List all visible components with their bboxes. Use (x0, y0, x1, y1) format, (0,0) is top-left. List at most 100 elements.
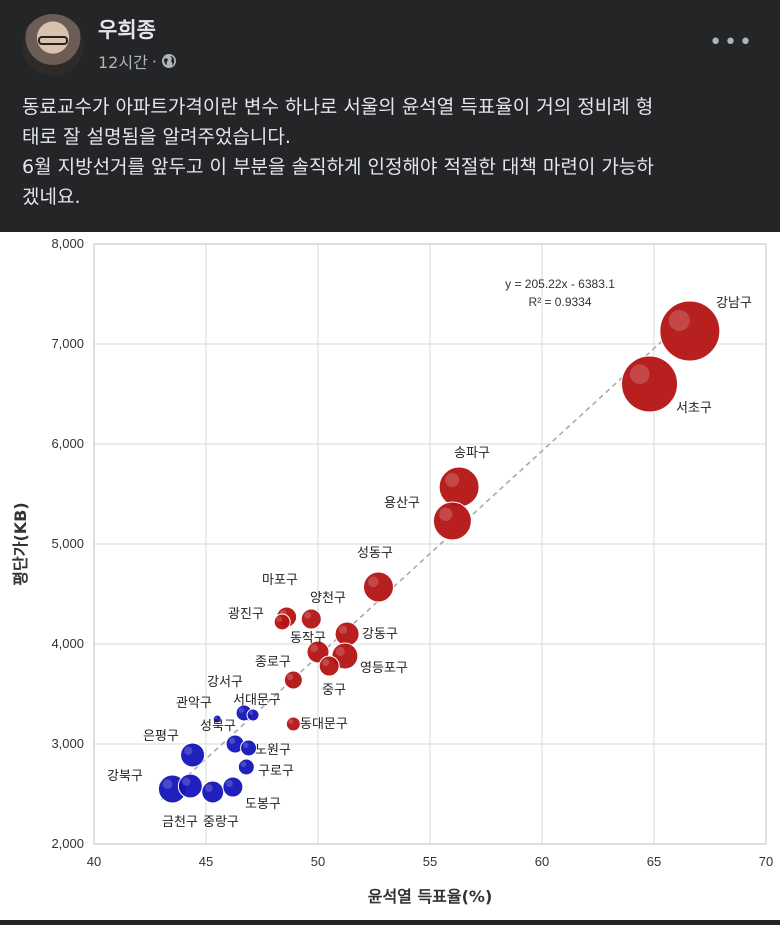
post-time[interactable]: 12시간 (98, 53, 148, 72)
data-point-관악구 (212, 714, 222, 724)
data-point-종로구 (283, 670, 303, 690)
data-point-highlight (322, 659, 330, 666)
x-tick-label: 40 (87, 854, 101, 869)
data-label-서대문구: 서대문구 (233, 693, 281, 708)
data-point-구로구 (237, 758, 255, 776)
data-point-highlight (288, 719, 294, 724)
x-tick-label: 70 (759, 854, 773, 869)
data-label-양천구: 양천구 (310, 591, 346, 606)
data-point-강동구 (334, 621, 360, 647)
y-tick-label: 3,000 (51, 736, 84, 751)
data-label-성북구: 성북구 (200, 719, 236, 734)
data-point-highlight (238, 707, 245, 713)
y-tick-label: 4,000 (51, 636, 84, 651)
data-point-노원구 (240, 739, 258, 757)
data-point-highlight (276, 616, 283, 622)
data-point-highlight (181, 777, 191, 786)
data-point-highlight (162, 779, 173, 789)
trend-equation: y = 205.22x - 6383.1 (505, 277, 615, 291)
data-point-중랑구 (201, 780, 225, 804)
author-avatar[interactable] (22, 14, 84, 76)
data-label-구로구: 구로구 (258, 764, 294, 779)
data-label-동작구: 동작구 (290, 631, 326, 646)
data-point-highlight (184, 746, 193, 755)
data-point-highlight (439, 507, 453, 521)
data-label-서초구: 서초구 (676, 401, 712, 416)
data-point-서초구 (621, 355, 679, 413)
y-tick-label: 5,000 (51, 536, 84, 551)
post-text-line: 태로 잘 설명됨을 알려주었습니다. (22, 126, 291, 148)
post-text-line: 6월 지방선거를 앞두고 이 부분을 솔직하게 인정해야 적절한 대책 마련이 … (22, 156, 654, 178)
data-point-highlight (367, 576, 379, 587)
data-point-highlight (225, 780, 233, 787)
x-tick-label: 65 (647, 854, 661, 869)
data-point-서대문구 (246, 708, 260, 722)
data-point-highlight (240, 761, 247, 767)
y-tick-label: 7,000 (51, 336, 84, 351)
data-point-highlight (287, 673, 294, 680)
data-label-강동구: 강동구 (362, 627, 398, 642)
data-label-노원구: 노원구 (255, 743, 291, 758)
data-label-중구: 중구 (322, 683, 346, 698)
data-point-은평구 (180, 742, 206, 768)
data-point-강남구 (659, 300, 721, 362)
trend-r2: R² = 0.9334 (528, 295, 591, 309)
post-header: 우희종 12시간 · ••• (0, 0, 780, 90)
post-meta: 12시간 · (98, 49, 177, 73)
data-point-highlight (338, 625, 348, 634)
data-point-highlight (445, 473, 460, 487)
data-label-영등포구: 영등포구 (360, 661, 408, 676)
data-point-용산구 (432, 501, 472, 541)
data-label-종로구: 종로구 (255, 655, 291, 670)
data-point-송파구 (438, 466, 480, 508)
y-tick-label: 2,000 (51, 836, 84, 851)
data-label-도봉구: 도봉구 (245, 797, 281, 812)
data-label-용산구: 용산구 (384, 496, 420, 511)
avatar-glasses (38, 36, 68, 45)
data-point-highlight (228, 737, 236, 744)
meta-separator: · (151, 51, 157, 71)
data-point-highlight (304, 612, 312, 619)
data-point-highlight (242, 742, 249, 748)
data-point-highlight (668, 310, 690, 331)
data-label-강북구: 강북구 (107, 769, 143, 784)
x-tick-label: 60 (535, 854, 549, 869)
post-text-line: 동료교수가 아파트가격이란 변수 하나로 서울의 윤석열 득표율이 거의 정비례… (22, 96, 654, 118)
data-point-성동구 (362, 571, 394, 603)
data-point-highlight (629, 364, 650, 384)
data-label-은평구: 은평구 (143, 729, 179, 744)
x-tick-label: 50 (311, 854, 325, 869)
bottom-bar (0, 920, 780, 925)
data-label-금천구: 금천구 (162, 815, 198, 830)
chart-image[interactable]: 40 45 50 55 60 65 70 2,000 3,000 4,000 5,000 6,000 7… (0, 232, 780, 920)
y-tick-label: 8,000 (51, 236, 84, 251)
data-label-마포구: 마포구 (262, 573, 298, 588)
data-label-송파구: 송파구 (454, 446, 490, 461)
data-label-광진구: 광진구 (228, 607, 264, 622)
data-point-금천구 (177, 773, 203, 799)
data-point-highlight (205, 784, 213, 793)
data-point-도봉구 (222, 776, 244, 798)
more-options-icon[interactable]: ••• (709, 30, 754, 55)
data-point-양천구 (300, 608, 322, 630)
post-text: 동료교수가 아파트가격이란 변수 하나로 서울의 윤석열 득표율이 거의 정비례… (22, 92, 762, 212)
data-point-중구 (318, 655, 340, 677)
data-point-highlight (310, 644, 318, 652)
data-label-동대문구: 동대문구 (300, 717, 348, 732)
data-label-강남구: 강남구 (716, 296, 752, 311)
plot-frame (93, 243, 767, 845)
data-point-광진구 (273, 613, 291, 631)
globe-icon[interactable] (161, 53, 177, 69)
author-name[interactable]: 우희종 (98, 18, 156, 42)
y-axis-label: 평단가(KB) (11, 502, 30, 585)
x-tick-label: 55 (423, 854, 437, 869)
y-tick-label: 6,000 (51, 436, 84, 451)
data-point-highlight (335, 646, 345, 656)
data-point-동대문구 (285, 716, 301, 732)
data-label-성동구: 성동구 (357, 546, 393, 561)
data-point-highlight (214, 716, 218, 719)
scatter-chart: 40 45 50 55 60 65 70 2,000 3,000 4,000 5,000 6,000 7… (11, 236, 773, 906)
x-tick-label: 45 (199, 854, 213, 869)
data-point-highlight (248, 710, 254, 715)
data-label-관악구: 관악구 (176, 696, 212, 711)
